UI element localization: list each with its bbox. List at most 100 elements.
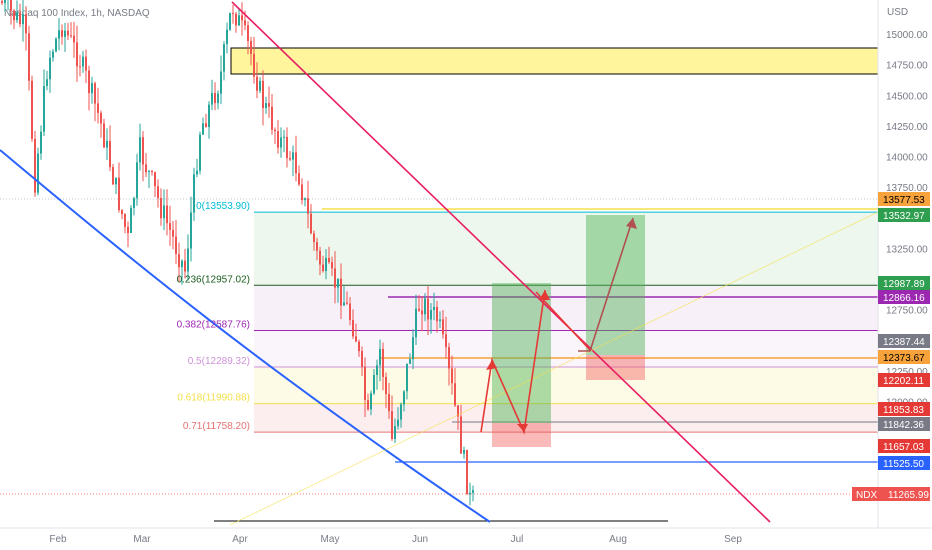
candle-body — [343, 302, 345, 306]
candle-body — [154, 172, 156, 187]
candle-body — [91, 83, 93, 94]
candle-body — [58, 30, 60, 39]
candle-body — [217, 93, 219, 104]
price-tick-label: 14000.00 — [886, 153, 928, 164]
candle-body — [226, 29, 228, 45]
candle-body — [28, 33, 30, 81]
candle-body — [328, 257, 330, 263]
candle-body — [268, 103, 270, 107]
time-tick-label: May — [321, 534, 340, 545]
candle-body — [250, 40, 252, 54]
candle-body — [4, 0, 6, 3]
price-tag-label: 11657.03 — [883, 442, 924, 453]
price-tag — [878, 439, 930, 453]
candle-body — [370, 393, 372, 410]
candle-body — [280, 137, 282, 148]
fib-level-label: 0.618(11990.88) — [177, 393, 250, 404]
last-price-value: 11265.99 — [888, 490, 929, 501]
candle-body — [355, 336, 357, 342]
candle-body — [46, 79, 48, 86]
candle-body — [274, 129, 276, 132]
candle-body — [232, 13, 234, 15]
price-tag — [878, 290, 930, 304]
candle-body — [277, 131, 279, 148]
candle-body — [82, 56, 84, 67]
resistance-zone — [230, 47, 879, 75]
time-tick-label: Mar — [133, 534, 151, 545]
price-tag-label: 11842.36 — [883, 420, 924, 431]
fib-band — [254, 285, 878, 331]
arrowhead — [486, 360, 497, 370]
candle-body — [118, 177, 120, 211]
candle-body — [448, 347, 450, 369]
candle-body — [289, 157, 291, 160]
candle-body — [256, 76, 258, 91]
candle-body — [349, 303, 351, 321]
candle-body — [85, 56, 87, 71]
candle-body — [271, 106, 273, 130]
candle-body — [76, 42, 78, 67]
candle-body — [40, 131, 42, 154]
candle-body — [211, 93, 213, 105]
time-axis[interactable]: Feb Mar Apr May Jun Jul Aug Sep — [0, 527, 932, 545]
price-tag — [878, 276, 930, 290]
candle-body — [259, 80, 261, 91]
candle-body — [223, 44, 225, 72]
price-tick-label: 12750.00 — [886, 306, 928, 317]
candle-body — [136, 162, 138, 199]
candle-body — [469, 492, 471, 495]
candle-body — [385, 376, 387, 395]
candle-body — [148, 171, 150, 173]
candle-body — [187, 248, 189, 272]
candle-body — [160, 197, 162, 219]
candle-body — [22, 14, 24, 25]
candle-body — [301, 184, 303, 201]
candle-body — [238, 15, 240, 26]
price-tag-label: 11525.50 — [883, 459, 924, 470]
chart-title: Nasdaq 100 Index, 1h, NASDAQ — [4, 8, 150, 19]
candle-body — [310, 213, 312, 234]
candle-body — [133, 198, 135, 209]
fib-band — [254, 330, 878, 368]
long-position-target-1 — [492, 283, 551, 423]
candle-body — [247, 25, 249, 41]
candle-body — [172, 229, 174, 237]
candle-body — [445, 334, 447, 348]
candle-body — [97, 103, 99, 113]
candle-body — [331, 262, 333, 269]
long-position-stop-2 — [586, 355, 645, 380]
candle-body — [439, 319, 441, 322]
candle-body — [292, 152, 294, 160]
price-tag-label: 12866.16 — [883, 293, 925, 304]
price-tag — [878, 350, 930, 364]
candle-body — [25, 14, 27, 34]
candle-body — [145, 164, 147, 173]
candle-body — [79, 66, 81, 68]
candle-body — [37, 153, 39, 193]
candle-body — [235, 13, 237, 26]
candle-body — [412, 337, 414, 360]
candle-body — [283, 136, 285, 138]
candle-body — [463, 449, 465, 454]
candle-body — [13, 10, 15, 21]
candle-body — [202, 123, 204, 135]
candle-body — [379, 348, 381, 366]
candle-body — [100, 112, 102, 124]
candle-body — [220, 71, 222, 94]
candle-body — [325, 257, 327, 272]
candle-body — [319, 250, 321, 265]
last-price-tag — [852, 487, 930, 501]
candle-body — [421, 310, 423, 315]
candle-body — [286, 136, 288, 158]
candle-body — [394, 426, 396, 439]
price-tag — [878, 334, 930, 348]
fib-band — [254, 403, 878, 433]
price-tag — [878, 402, 930, 416]
candle-body — [16, 12, 18, 21]
price-tag-label: 12202.11 — [883, 376, 924, 387]
candle-body — [139, 137, 141, 163]
candle-body — [334, 268, 336, 288]
candle-body — [169, 223, 171, 230]
candle-body — [184, 260, 186, 272]
